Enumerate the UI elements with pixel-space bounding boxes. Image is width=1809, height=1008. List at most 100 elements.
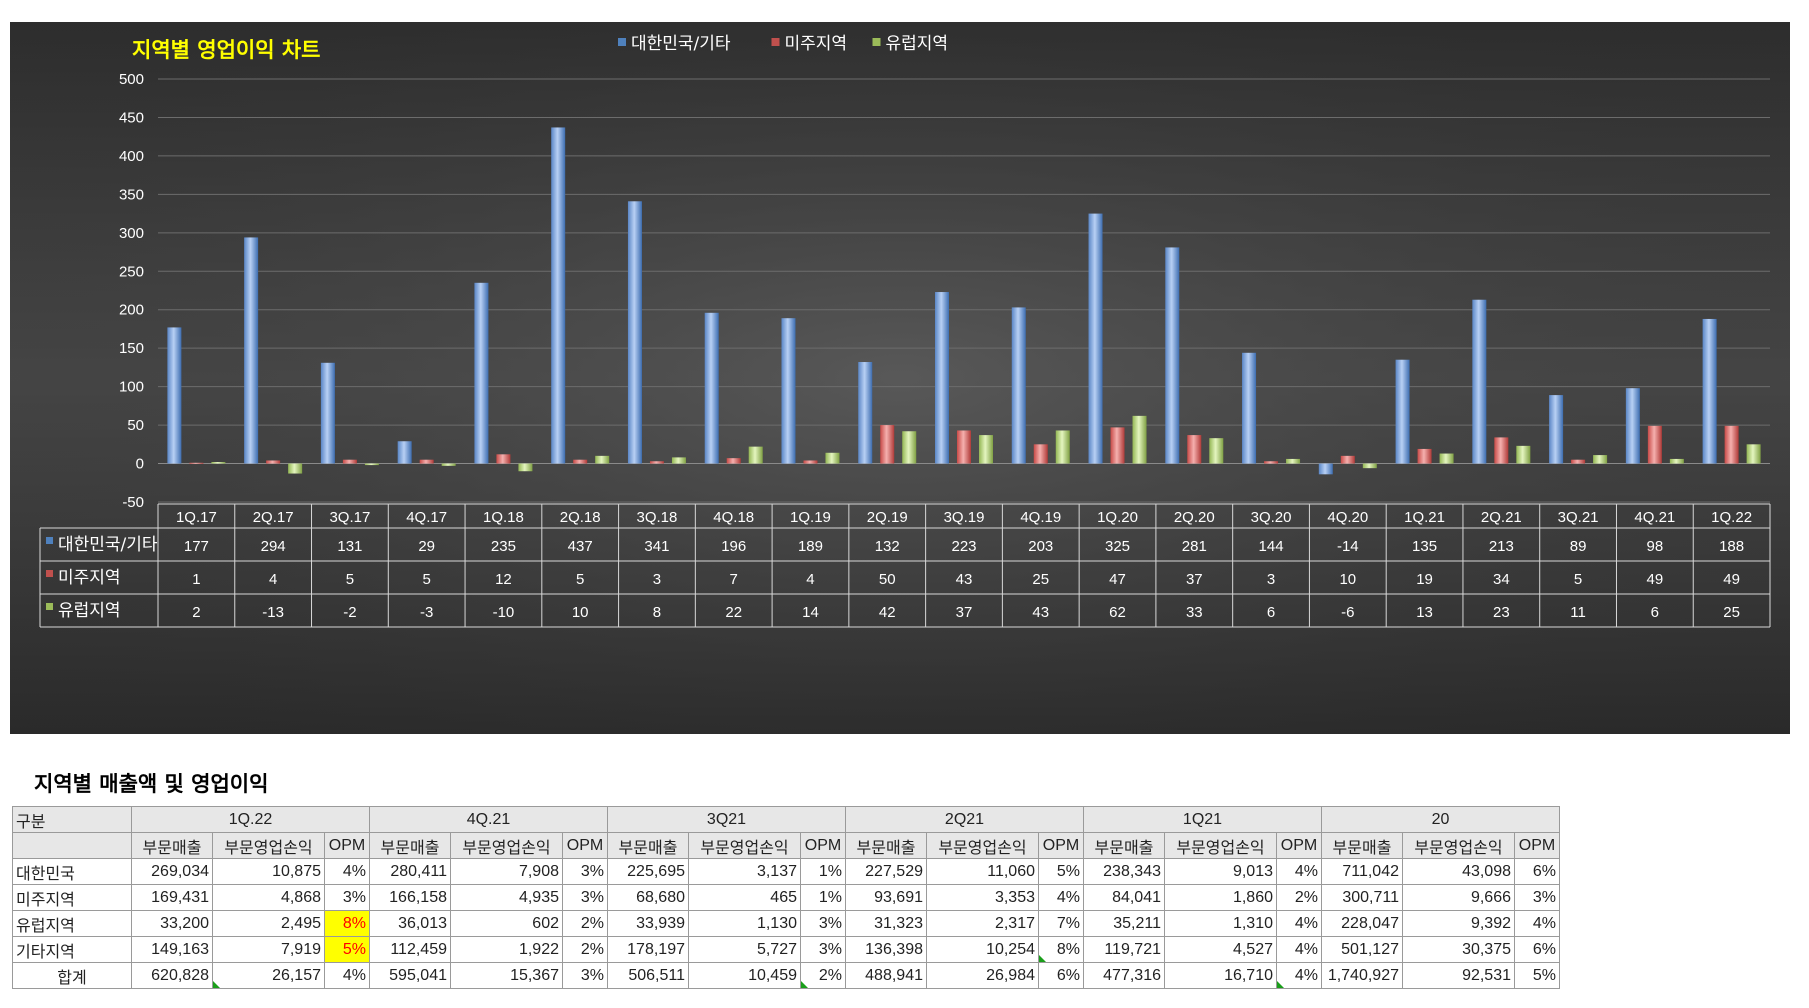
bar-4Q.18-series-2 [748, 446, 763, 464]
profit-cell: 3,353 [926, 884, 1039, 911]
sales-cell: 238,343 [1083, 858, 1165, 885]
data-label: 19 [1416, 571, 1433, 588]
bars [167, 127, 1761, 475]
profit-cell: 10,254 [926, 936, 1039, 963]
data-label: 13 [1416, 604, 1433, 621]
period-header: 1Q21 [1083, 806, 1322, 833]
data-label: 43 [956, 571, 973, 588]
x-tick-label: 4Q.17 [406, 509, 447, 526]
bar-1Q.21-series-1 [1417, 448, 1432, 464]
sales-cell: 595,041 [369, 962, 451, 989]
sales-cell: 36,013 [369, 910, 451, 937]
profit-cell: 10,875 [212, 858, 325, 885]
data-label: 341 [644, 538, 669, 555]
data-label: 4 [806, 571, 814, 588]
profit-cell: 15,367 [450, 962, 563, 989]
bar-2Q.21-series-1 [1494, 437, 1509, 464]
opm-cell: 2% [562, 936, 608, 963]
bar-2Q.17-series-2 [288, 463, 303, 474]
legend-key [618, 38, 626, 46]
data-label: 43 [1032, 604, 1049, 621]
bar-4Q.17-series-1 [419, 459, 434, 464]
bar-1Q.17-series-1 [189, 462, 204, 464]
bar-2Q.18-series-2 [595, 455, 610, 464]
opm-cell: 4% [1276, 858, 1322, 885]
x-tick-label: 1Q.21 [1404, 509, 1445, 526]
bar-1Q.19-series-1 [803, 460, 818, 464]
sub-header: 부문매출 [845, 832, 927, 859]
opm-cell: 3% [324, 884, 370, 911]
sales-cell: 68,680 [607, 884, 689, 911]
opm-cell: 5% [324, 936, 370, 963]
data-label: 12 [495, 571, 512, 588]
period-header: 4Q.21 [369, 806, 608, 833]
data-label: 3 [1267, 571, 1275, 588]
profit-cell: 26,157 [212, 962, 325, 989]
data-label: 14 [802, 604, 819, 621]
profit-cell: 1,310 [1164, 910, 1277, 937]
bar-2Q.20-series-0 [1165, 247, 1180, 464]
bar-4Q.17-series-0 [397, 441, 412, 464]
data-label: 2 [192, 604, 200, 621]
table-row: 유럽지역 33,200 2,495 8% 36,013 602 2% 33,939 1,130 3… [12, 910, 1560, 937]
data-label: 22 [725, 604, 742, 621]
profit-cell: 1,922 [450, 936, 563, 963]
bar-4Q.17-series-2 [441, 463, 456, 466]
sales-cell: 93,691 [845, 884, 927, 911]
bar-1Q.19-series-0 [781, 318, 796, 464]
opm-cell: 6% [1514, 858, 1560, 885]
bar-3Q.18-series-2 [671, 457, 686, 464]
bar-3Q.18-series-1 [649, 461, 664, 464]
legend-label: 대한민국/기타 [631, 34, 731, 54]
opm-cell: 5% [1038, 858, 1084, 885]
data-label: 5 [422, 571, 430, 588]
bar-1Q.22-series-1 [1724, 425, 1739, 464]
data-label: 23 [1493, 604, 1510, 621]
y-tick-label: 450 [119, 109, 144, 126]
sub-header: OPM [1514, 832, 1560, 859]
sub-header: 부문영업손익 [926, 832, 1039, 859]
period-header: 20 [1321, 806, 1560, 833]
data-label: 50 [879, 571, 896, 588]
sales-cell: 488,941 [845, 962, 927, 989]
opm-cell: 3% [562, 884, 608, 911]
bar-3Q.21-series-2 [1593, 455, 1608, 464]
bar-4Q.21-series-0 [1625, 388, 1640, 464]
bar-3Q.21-series-1 [1571, 459, 1586, 464]
y-axis: -50 0 50 100 150 200 250 300 350 400 450 500 [119, 71, 144, 511]
x-tick-label: 1Q.17 [176, 509, 217, 526]
sales-cell: 178,197 [607, 936, 689, 963]
bar-3Q.20-series-2 [1286, 458, 1301, 464]
y-tick-label: 150 [119, 340, 144, 357]
x-tick-label: 2Q.19 [867, 509, 908, 526]
data-label: 11 [1570, 604, 1586, 621]
profit-cell: 1,860 [1164, 884, 1277, 911]
data-label: 325 [1105, 538, 1130, 555]
profit-cell: 43,098 [1402, 858, 1515, 885]
sub-header: 부문매출 [607, 832, 689, 859]
table-series-label: 유럽지역 [58, 601, 121, 621]
y-tick-label: 300 [119, 225, 144, 242]
sub-header: 부문영업손익 [450, 832, 563, 859]
sales-cell: 84,041 [1083, 884, 1165, 911]
bar-1Q.19-series-2 [825, 452, 840, 464]
profit-cell: 4,527 [1164, 936, 1277, 963]
legend-label: 유럽지역 [886, 34, 949, 54]
sales-cell: 269,034 [131, 858, 213, 885]
opm-cell: 3% [562, 962, 608, 989]
bar-3Q.20-series-1 [1264, 461, 1279, 464]
data-label: 196 [721, 538, 746, 555]
bar-1Q.21-series-2 [1439, 453, 1454, 464]
sales-cell: 280,411 [369, 858, 451, 885]
operating-profit-chart: 지역별 영업이익 차트 대한민국/기타 미주지역 유럽지역 -50050100150… [10, 22, 1790, 734]
sub-header: 부문매출 [1321, 832, 1403, 859]
data-label: 33 [1186, 604, 1203, 621]
opm-cell: 3% [1514, 884, 1560, 911]
table-subheader-row: 부문매출 부문영업손익 OPM 부문매출 부문영업손익 OPM 부문매출 부문영업손익 OPM 부… [12, 832, 1560, 859]
sub-header: 부문매출 [1083, 832, 1165, 859]
bar-4Q.20-series-0 [1318, 463, 1333, 475]
sub-header: 부문영업손익 [688, 832, 801, 859]
y-tick-label: 100 [119, 379, 144, 396]
bar-2Q.20-series-2 [1209, 438, 1224, 464]
x-tick-label: 3Q.20 [1251, 509, 1292, 526]
